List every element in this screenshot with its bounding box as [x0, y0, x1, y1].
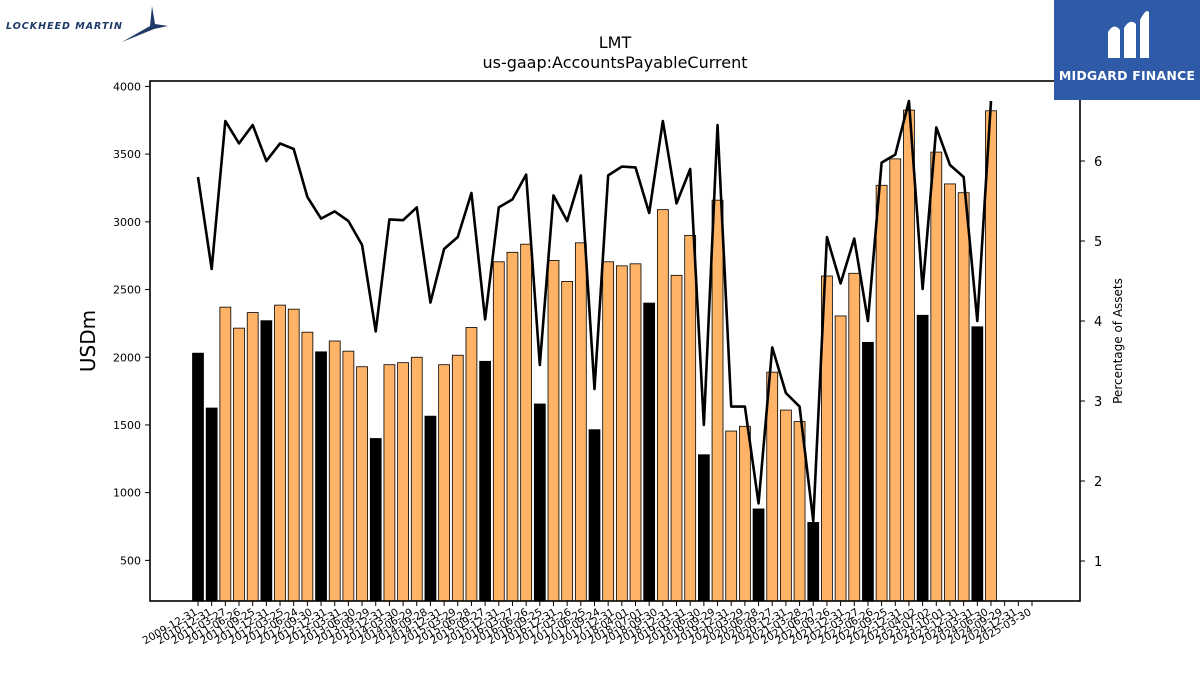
bar-quarterly	[410, 356, 423, 602]
midgard-finance-logo: MIDGARD FINANCE	[1054, 0, 1200, 100]
bar-quarterly	[725, 430, 738, 602]
bar-quarterly	[985, 110, 997, 602]
bar-quarterly	[656, 209, 669, 602]
y2-tick-label: 6	[1094, 155, 1102, 170]
bar-quarterly	[547, 260, 560, 602]
y-axis-left: 500 1000 1500 2000 2500 3000 3500 4000	[113, 80, 150, 567]
y2-tick-label: 4	[1094, 315, 1102, 330]
bar-quarterly	[465, 327, 478, 602]
percentage-line	[196, 99, 993, 523]
bar-quarterly	[219, 306, 232, 602]
percentage-line-group	[196, 99, 993, 523]
bar-annual	[862, 341, 874, 602]
bar-quarterly	[233, 327, 245, 602]
lockheed-martin-logo: LOCKHEED MARTIN	[4, 4, 174, 46]
chart-subtitle: us-gaap:AccountsPayableCurrent	[482, 53, 747, 72]
bar-annual	[752, 508, 765, 602]
bar-annual	[971, 326, 984, 602]
bar-quarterly	[438, 364, 450, 602]
y-tick-label: 4000	[113, 80, 141, 93]
bar-quarterly	[301, 331, 314, 602]
y2-tick-label: 1	[1094, 555, 1102, 570]
bar-annual	[643, 302, 656, 602]
bar-quarterly	[451, 354, 464, 602]
bar-annual	[260, 320, 273, 602]
x-axis: 2009-12-312010-12-312011-03-272011-06-26…	[141, 601, 1034, 647]
y2-tick-label: 5	[1094, 235, 1102, 250]
bar-quarterly	[766, 371, 779, 602]
midgard-finance-logo-text: MIDGARD FINANCE	[1058, 68, 1196, 83]
bar-quarterly	[574, 242, 587, 602]
bar-quarterly	[383, 364, 396, 602]
bar-annual	[588, 429, 601, 602]
bar-annual	[533, 403, 546, 602]
bar-quarterly	[397, 362, 409, 602]
y-tick-label: 2000	[113, 351, 141, 364]
bar-quarterly	[875, 184, 888, 602]
bar-quarterly	[506, 251, 519, 602]
bar-quarterly	[274, 304, 286, 602]
y-tick-label: 3500	[113, 148, 141, 161]
y-tick-label: 1500	[113, 419, 141, 432]
bar-quarterly	[520, 243, 532, 602]
y-axis-right: 1 2 3 4 5 6	[1080, 155, 1102, 570]
bar-quarterly	[246, 312, 259, 602]
bar-quarterly	[930, 151, 943, 602]
bar-quarterly	[670, 274, 683, 602]
y2-tick-label: 2	[1094, 475, 1102, 490]
y-tick-label: 1000	[113, 487, 141, 500]
bar-annual	[192, 352, 204, 602]
bar-quarterly	[287, 308, 300, 602]
bar-quarterly	[328, 340, 341, 602]
y-tick-label: 2500	[113, 284, 141, 297]
star-icon	[122, 6, 168, 42]
bar-quarterly	[957, 192, 970, 602]
y-tick-label: 3000	[113, 216, 141, 229]
y-tick-label: 500	[120, 554, 141, 567]
bar-annual	[698, 454, 710, 602]
bar-quarterly	[944, 183, 956, 602]
bar-annual	[479, 360, 491, 602]
bar-quarterly	[356, 366, 368, 602]
bar-quarterly	[903, 109, 915, 602]
bar-quarterly	[492, 261, 505, 602]
bar-annual	[916, 314, 929, 602]
chart-title: LMT	[599, 33, 632, 52]
y2-axis-label: Percentage of Assets	[1111, 278, 1125, 404]
plot-frame	[149, 80, 1081, 602]
bar-quarterly	[561, 281, 574, 602]
bar-quarterly	[780, 409, 792, 602]
bars-group	[192, 109, 997, 602]
midgard-mark-icon	[1108, 11, 1149, 58]
bar-quarterly	[848, 272, 861, 602]
bar-quarterly	[342, 350, 355, 602]
lockheed-martin-logo-text: LOCKHEED MARTIN	[6, 21, 123, 32]
bar-annual	[807, 522, 820, 602]
bar-quarterly	[889, 158, 902, 602]
bar-quarterly	[834, 315, 847, 602]
bar-quarterly	[711, 199, 724, 602]
bar-annual	[315, 351, 327, 602]
bar-annual	[205, 407, 218, 602]
bar-quarterly	[684, 234, 697, 602]
y2-tick-label: 3	[1094, 395, 1102, 410]
bar-quarterly	[615, 265, 628, 602]
bar-quarterly	[739, 425, 751, 602]
bar-annual	[424, 415, 437, 602]
y-axis-label: USDm	[76, 310, 100, 372]
bar-quarterly	[602, 261, 615, 602]
bar-quarterly	[629, 263, 642, 602]
bar-annual	[369, 438, 382, 602]
